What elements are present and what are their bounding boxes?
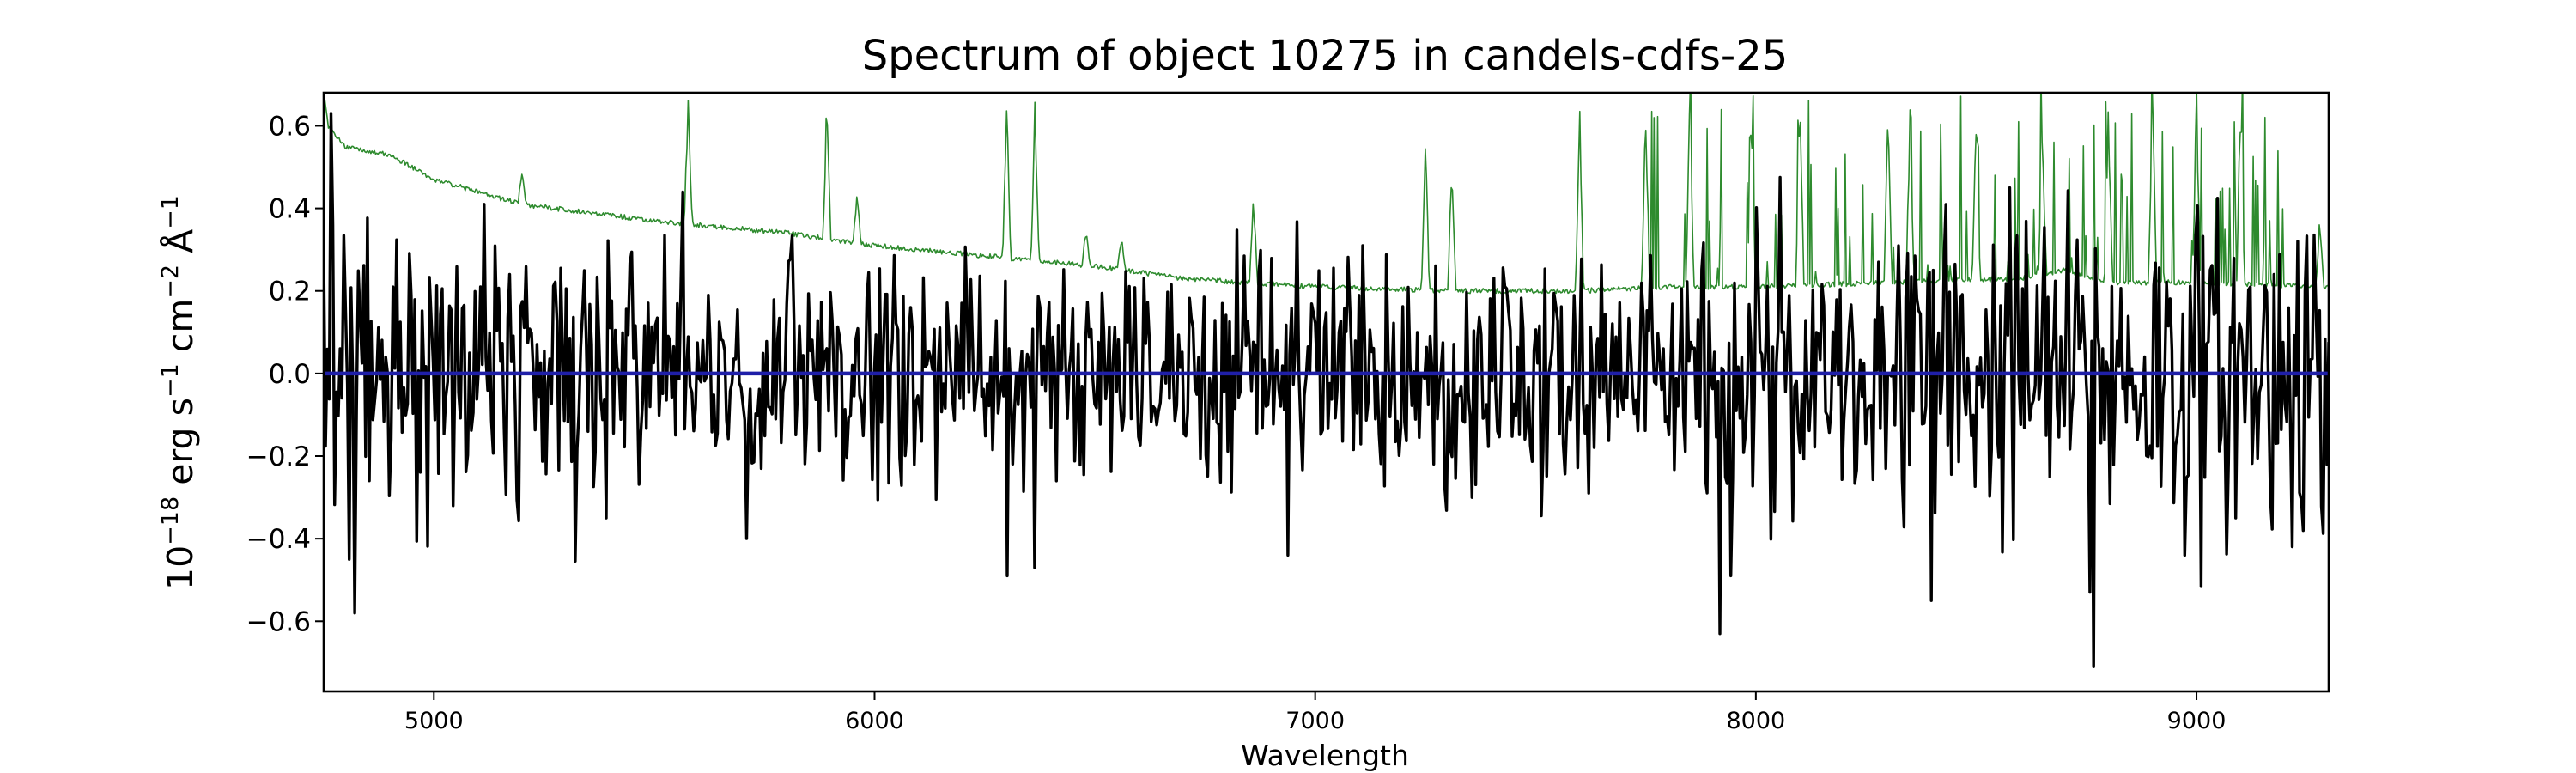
error-spectrum-line xyxy=(324,93,2329,295)
y-label-erg: erg s xyxy=(160,398,201,496)
x-tick-label: 6000 xyxy=(845,708,904,734)
x-axis-label: Wavelength xyxy=(1241,739,1409,772)
y-label-cm: cm xyxy=(160,299,201,364)
y-label-angstrom: Å xyxy=(160,229,201,265)
y-tick-label: −0.4 xyxy=(246,524,311,555)
y-tick-label: 0.4 xyxy=(269,194,311,225)
y-axis-label: 10−18 erg s−1 cm−2 Å−1 xyxy=(157,195,201,590)
x-axis: 5000 6000 7000 8000 9000 xyxy=(404,691,2226,734)
y-label-exp-cm: −2 xyxy=(157,265,184,299)
flux-spectrum-line xyxy=(324,112,2329,668)
x-tick-label: 9000 xyxy=(2167,708,2227,734)
chart-title: Spectrum of object 10275 in candels-cdfs… xyxy=(862,32,1789,80)
y-label-base: 10 xyxy=(160,545,201,590)
y-tick-label: −0.2 xyxy=(246,441,311,472)
plot-area xyxy=(322,91,2330,693)
x-tick-label: 8000 xyxy=(1726,708,1785,734)
y-tick-label: 0.6 xyxy=(269,111,311,142)
y-tick-label: −0.6 xyxy=(246,606,311,637)
y-tick-label: 0.0 xyxy=(269,359,311,390)
y-label-exp-angstrom: −1 xyxy=(157,195,184,229)
x-tick-label: 7000 xyxy=(1285,708,1345,734)
y-axis: −0.6 −0.4 −0.2 0.0 0.2 0.4 0.6 xyxy=(246,111,324,637)
x-tick-label: 5000 xyxy=(404,708,464,734)
plot-frame xyxy=(322,91,2330,693)
y-label-exp-base: −18 xyxy=(157,496,184,545)
y-label-exp-s: −1 xyxy=(157,363,184,398)
y-tick-label: 0.2 xyxy=(269,277,311,307)
